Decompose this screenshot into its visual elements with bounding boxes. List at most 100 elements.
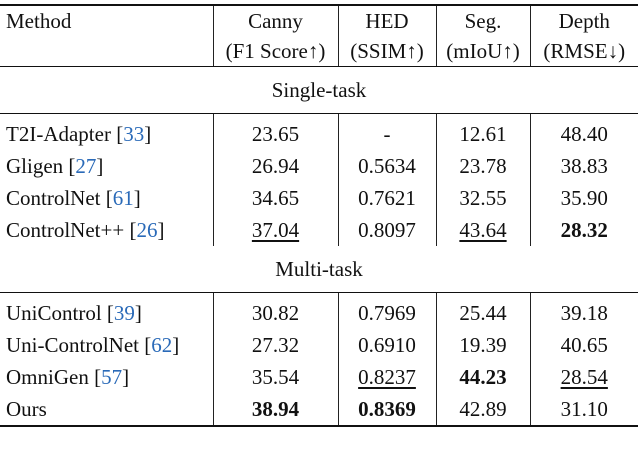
- value-cell: 0.7969: [338, 292, 437, 329]
- header-cell: HED: [338, 4, 437, 36]
- value: 31.10: [560, 397, 608, 421]
- data-row: OmniGen [57] 35.54 0.8237 44.23 28.54: [0, 361, 638, 393]
- cite-bracket: ]: [157, 218, 165, 242]
- value: 40.65: [560, 333, 608, 357]
- value: 38.94: [251, 397, 300, 421]
- method-cell: ControlNet++ [26]: [0, 214, 214, 246]
- citation: 33: [123, 122, 145, 146]
- section-title: Multi-task: [0, 246, 638, 293]
- value: 30.82: [251, 301, 300, 325]
- citation: 57: [101, 365, 123, 389]
- section-row: Single-task: [0, 66, 638, 114]
- cite-bracket: [: [105, 186, 113, 210]
- value: 44.23: [459, 365, 507, 389]
- value: 37.04: [251, 218, 300, 242]
- value-cell: 38.94: [213, 393, 339, 427]
- value-cell: 25.44: [436, 292, 531, 329]
- value-cell: 23.78: [436, 150, 531, 182]
- section-title: Single-task: [0, 66, 638, 114]
- data-row: Ours 38.94 0.8369 42.89 31.10: [0, 393, 638, 427]
- value-cell: 0.6910: [338, 329, 437, 361]
- value-cell: 30.82: [213, 292, 339, 329]
- cite-bracket: ]: [122, 365, 130, 389]
- method-name: T2I-Adapter: [6, 122, 111, 146]
- value-cell: 39.18: [530, 293, 638, 330]
- value-cell: 23.65: [213, 113, 339, 150]
- cite-bracket: [: [94, 365, 102, 389]
- value-cell: 0.8097: [338, 214, 437, 246]
- value: 0.8237: [358, 365, 416, 389]
- header-cell: [0, 36, 214, 67]
- value-cell: 19.39: [436, 329, 531, 361]
- value: 26.94: [251, 154, 300, 178]
- value-cell: 44.23: [436, 361, 531, 393]
- value-cell: 35.90: [530, 182, 638, 214]
- value-cell: 42.89: [436, 393, 531, 427]
- method-cell: UniControl [39]: [0, 292, 214, 329]
- section-row: Multi-task: [0, 246, 638, 293]
- value-cell: 43.64: [436, 214, 531, 246]
- method-name: UniControl: [6, 301, 102, 325]
- value: 0.6910: [358, 333, 416, 357]
- cite-bracket: ]: [172, 333, 180, 357]
- cite-bracket: ]: [144, 122, 152, 146]
- cite-bracket: [: [129, 218, 137, 242]
- value: 32.55: [459, 186, 507, 210]
- value-cell: 0.8237: [338, 361, 437, 393]
- value: 35.54: [251, 365, 300, 389]
- header-cell: (F1 Score↑): [213, 36, 339, 67]
- value-cell: 27.32: [213, 329, 339, 361]
- method-name: OmniGen: [6, 365, 89, 389]
- value: 25.44: [459, 301, 507, 325]
- value: 38.83: [560, 154, 608, 178]
- header-cell: (SSIM↑): [338, 36, 437, 67]
- value-cell: 34.65: [213, 182, 339, 214]
- value-cell: 40.65: [530, 329, 638, 361]
- results-table: Method Canny HED Seg. Depth (F1 Score↑) (SSIM↑…: [0, 4, 638, 427]
- method-name: Uni-ControlNet: [6, 333, 139, 357]
- method-name: Ours: [6, 397, 47, 421]
- method-cell: Ours: [0, 393, 214, 427]
- method-name: Gligen: [6, 154, 64, 178]
- data-row: ControlNet++ [26] 37.04 0.8097 43.64 28.32: [0, 214, 638, 246]
- value: 28.54: [560, 365, 608, 389]
- value: 23.65: [251, 122, 300, 146]
- citation: 61: [112, 186, 134, 210]
- method-cell: Gligen [27]: [0, 150, 214, 182]
- value-cell: 0.7621: [338, 182, 437, 214]
- value: 0.7621: [358, 186, 416, 210]
- value-cell: 38.83: [530, 150, 638, 182]
- header-cell: Seg.: [436, 4, 531, 36]
- value: 0.7969: [358, 301, 416, 325]
- value: 39.18: [560, 301, 608, 325]
- cite-bracket: [: [68, 154, 76, 178]
- header-row: (F1 Score↑) (SSIM↑) (mIoU↑) (RMSE↓): [0, 36, 638, 67]
- value-cell: 28.54: [530, 361, 638, 393]
- value-cell: 35.54: [213, 361, 339, 393]
- method-name: ControlNet++: [6, 218, 125, 242]
- method-cell: Uni-ControlNet [62]: [0, 329, 214, 361]
- value-cell: -: [338, 113, 437, 150]
- value: 42.89: [459, 397, 507, 421]
- cite-bracket: [: [144, 333, 152, 357]
- cite-bracket: [: [116, 122, 124, 146]
- value: 12.61: [459, 122, 507, 146]
- value: 19.39: [459, 333, 507, 357]
- value: 35.90: [560, 186, 608, 210]
- citation: 39: [113, 301, 135, 325]
- value: 0.5634: [358, 154, 416, 178]
- value-cell: 28.32: [530, 214, 638, 246]
- table-body: Method Canny HED Seg. Depth (F1 Score↑) (SSIM↑…: [0, 4, 638, 427]
- data-row: T2I-Adapter [33] 23.65 - 12.61 48.40: [0, 113, 638, 150]
- value-cell: 26.94: [213, 150, 339, 182]
- value-cell: 0.8369: [338, 393, 437, 427]
- value: 23.78: [459, 154, 507, 178]
- value-cell: 31.10: [530, 393, 638, 427]
- value: 43.64: [459, 218, 507, 242]
- value: 48.40: [560, 122, 608, 146]
- value-cell: 0.5634: [338, 150, 437, 182]
- header-cell: (RMSE↓): [530, 36, 638, 67]
- value: 28.32: [560, 218, 608, 242]
- data-row: UniControl [39] 30.82 0.7969 25.44 39.18: [0, 292, 638, 330]
- cite-bracket: ]: [133, 186, 141, 210]
